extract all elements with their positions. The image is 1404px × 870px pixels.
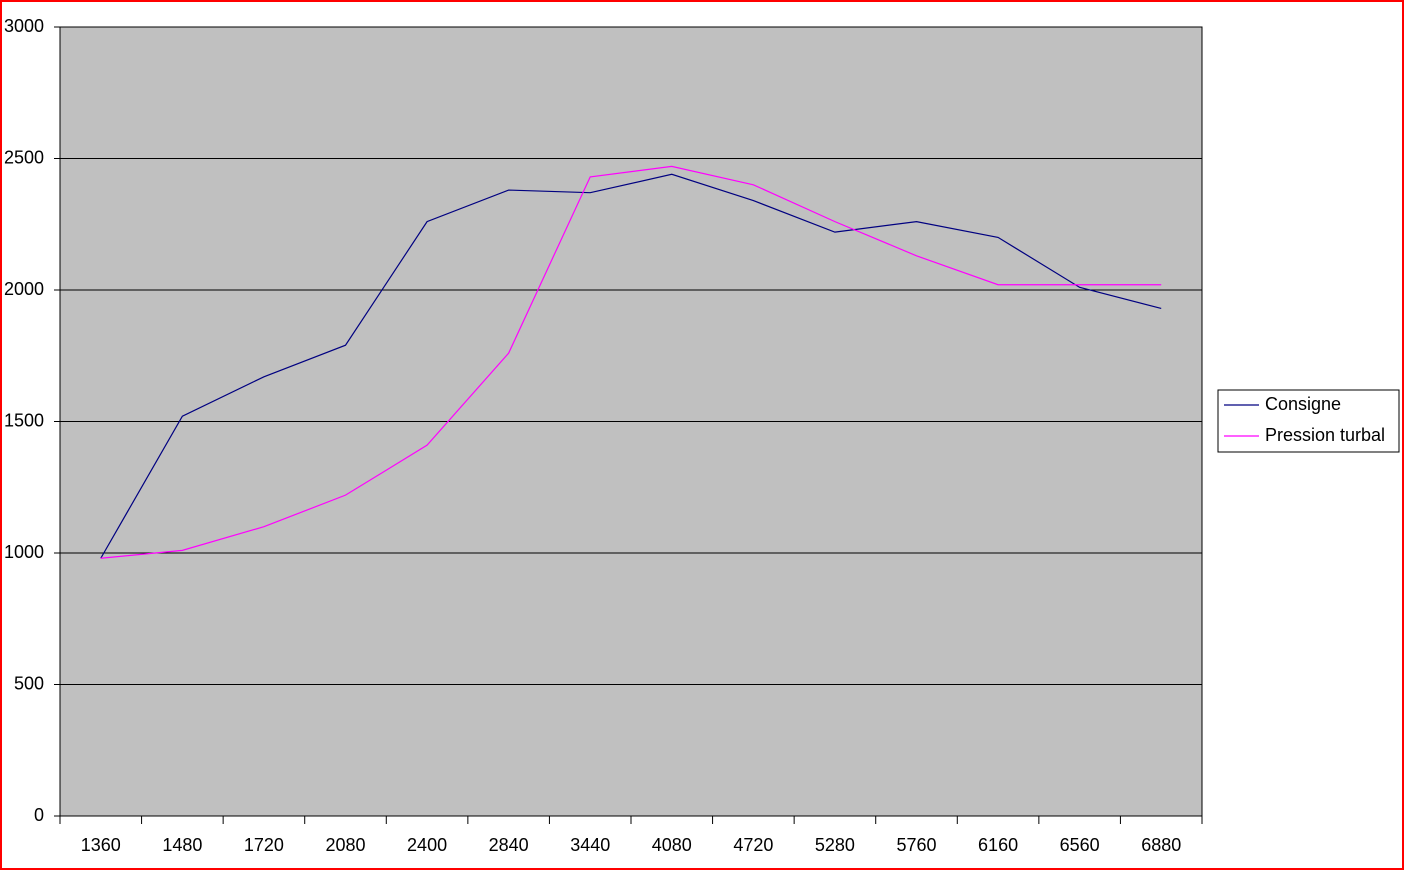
series-line <box>100 165 1162 559</box>
x-tick-label: 1360 <box>81 835 121 855</box>
y-tick-label: 1000 <box>4 542 44 562</box>
x-tick-label: 2080 <box>325 835 365 855</box>
series-line <box>100 173 1162 559</box>
y-tick-label: 3000 <box>4 16 44 36</box>
y-tick-label: 0 <box>34 805 44 825</box>
legend-box <box>1217 389 1400 453</box>
x-tick-label: 4720 <box>733 835 773 855</box>
y-tick-label: 500 <box>14 673 44 693</box>
legend-label: Consigne <box>1265 394 1341 414</box>
x-tick-label: 6560 <box>1060 835 1100 855</box>
legend-label: Pression turbal <box>1265 425 1385 445</box>
legend: Consigne Pression turbal <box>1217 389 1400 453</box>
y-tick-label: 1500 <box>4 410 44 430</box>
x-tick-label: 1480 <box>162 835 202 855</box>
y-tick-label: 2000 <box>4 279 44 299</box>
x-tick-label: 6160 <box>978 835 1018 855</box>
x-tick-label: 5760 <box>896 835 936 855</box>
x-tick-label: 3440 <box>570 835 610 855</box>
x-tick-label: 4080 <box>652 835 692 855</box>
x-tick-label: 2400 <box>407 835 447 855</box>
x-tick-label: 6880 <box>1141 835 1181 855</box>
y-tick-label: 2500 <box>4 147 44 167</box>
x-tick-label: 1720 <box>244 835 284 855</box>
x-tick-label: 5280 <box>815 835 855 855</box>
x-tick-label: 2840 <box>489 835 529 855</box>
